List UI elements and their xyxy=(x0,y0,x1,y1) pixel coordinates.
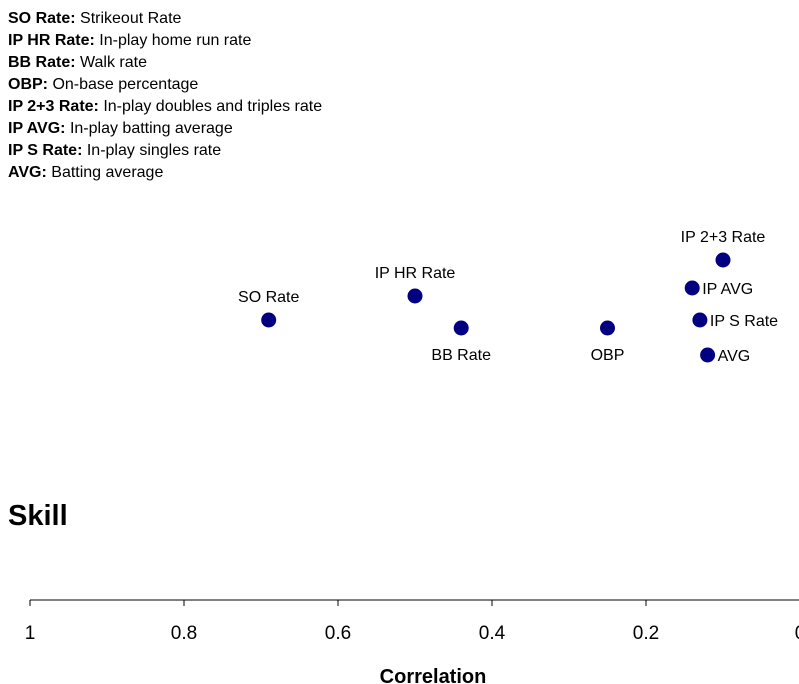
skill-label: Skill xyxy=(8,500,68,532)
legend-abbr: SO Rate: xyxy=(8,10,76,27)
legend-desc: In-play batting average xyxy=(69,120,233,137)
legend-row: IP HR Rate: In-play home run rate xyxy=(8,30,322,52)
legend-desc: In-play doubles and triples rate xyxy=(103,98,323,115)
legend-row: IP S Rate: In-play singles rate xyxy=(8,140,322,162)
legend-desc: Batting average xyxy=(51,164,164,181)
definitions-legend: SO Rate: Strikeout Rate IP HR Rate: In-pl… xyxy=(8,8,322,184)
data-point-label: OBP xyxy=(591,347,625,364)
data-point xyxy=(684,280,700,296)
x-tick-label: 0.4 xyxy=(479,623,506,644)
data-point xyxy=(600,320,615,336)
data-point xyxy=(692,312,708,328)
data-point xyxy=(715,252,731,268)
data-point-label: BB Rate xyxy=(431,347,491,364)
data-point xyxy=(261,312,277,328)
legend-row: SO Rate: Strikeout Rate xyxy=(8,8,322,30)
legend-abbr: IP AVG: xyxy=(8,120,66,137)
legend-abbr: BB Rate: xyxy=(8,54,76,71)
data-point-label: SO Rate xyxy=(238,289,299,306)
x-tick-label: 0.2 xyxy=(633,623,659,644)
data-point xyxy=(453,320,469,336)
legend-row: OBP: On-base percentage xyxy=(8,74,322,96)
legend-desc: In-play singles rate xyxy=(86,142,222,159)
x-tick-label: 0.8 xyxy=(171,623,197,644)
data-point-label: AVG xyxy=(718,348,751,365)
legend-desc: Walk rate xyxy=(80,54,147,71)
legend-desc: Strikeout Rate xyxy=(80,10,182,27)
legend-row: IP AVG: In-play batting average xyxy=(8,118,322,140)
data-point xyxy=(700,347,716,363)
x-axis-title: Correlation xyxy=(380,666,487,684)
legend-abbr: AVG: xyxy=(8,164,47,181)
legend-row: BB Rate: Walk rate xyxy=(8,52,322,74)
x-tick-label: 1 xyxy=(25,623,36,644)
data-point-label: IP AVG xyxy=(702,281,753,298)
legend-desc: On-base percentage xyxy=(52,76,199,93)
legend-row: AVG: Batting average xyxy=(8,162,322,184)
data-point-label: IP S Rate xyxy=(710,313,778,330)
data-point xyxy=(407,288,423,304)
x-tick-label: 0.6 xyxy=(325,623,351,644)
legend-desc: In-play home run rate xyxy=(99,32,252,49)
legend-abbr: OBP: xyxy=(8,76,48,93)
legend-abbr: IP HR Rate: xyxy=(8,32,95,49)
data-point-label: IP HR Rate xyxy=(375,265,456,282)
legend-abbr: IP 2+3 Rate: xyxy=(8,98,99,115)
x-tick-label: 0 xyxy=(795,623,799,644)
legend-abbr: IP S Rate: xyxy=(8,142,83,159)
data-point-label: IP 2+3 Rate xyxy=(681,229,766,246)
legend-row: IP 2+3 Rate: In-play doubles and triples… xyxy=(8,96,322,118)
